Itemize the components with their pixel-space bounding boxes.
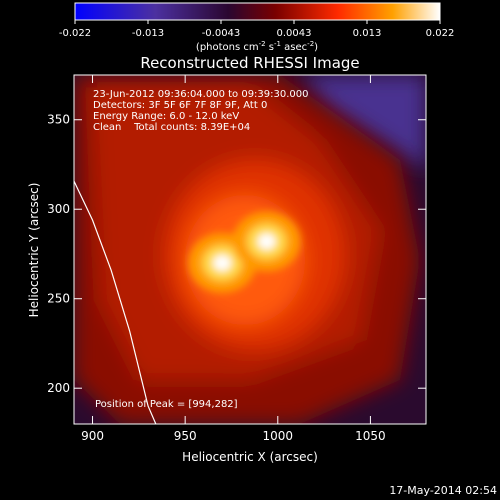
y-axis-ticks: 200 250 300 350	[47, 113, 426, 395]
y-tick-label-0: 200	[47, 381, 70, 395]
x-tick-label-1: 950	[174, 429, 197, 443]
colorbar-tick-label-3: 0.0043	[277, 28, 312, 39]
colorbar	[74, 2, 441, 21]
x-tick-label-0: 900	[81, 429, 104, 443]
y-tick-label-3: 350	[47, 113, 70, 127]
colorbar-tick-label-2: -0.0043	[202, 28, 241, 39]
y-axis-label: Heliocentric Y (arcsec)	[27, 183, 41, 318]
x-tick-label-3: 1050	[355, 429, 386, 443]
solar-limb-line	[74, 179, 157, 424]
annotation-clean-counts: Clean Total counts: 8.39E+04	[93, 122, 250, 133]
footer-timestamp: 17-May-2014 02:54	[389, 484, 497, 497]
colorbar-tick-label-1: -0.013	[132, 28, 164, 39]
image-area	[74, 75, 426, 424]
x-axis-ticks: 900 950 1000 1050	[81, 75, 386, 443]
x-axis-label: Heliocentric X (arcsec)	[182, 450, 318, 464]
y-tick-label-2: 300	[47, 202, 70, 216]
x-tick-label-2: 1000	[263, 429, 294, 443]
source-peak-1	[257, 233, 276, 250]
annotation-peak-position: Position of Peak = [994,282]	[95, 399, 238, 410]
annotation-detectors: Detectors: 3F 5F 6F 7F 8F 9F, Att 0	[93, 100, 267, 111]
colorbar-tick-label-0: -0.022	[59, 28, 91, 39]
colorbar-units-label: (photons cm-2 s-1 asec-2)	[196, 40, 318, 53]
chart-title: Reconstructed RHESSI Image	[140, 54, 359, 72]
colorbar-tick-label-4: 0.013	[353, 28, 382, 39]
annotation-time-range: 23-Jun-2012 09:36:04.000 to 09:39:30.000	[93, 89, 309, 100]
plot-frame	[73, 74, 427, 425]
annotation-energy-range: Energy Range: 6.0 - 12.0 keV	[93, 111, 239, 122]
colorbar-ticks	[74, 20, 441, 24]
source-peak-0	[213, 254, 232, 271]
y-tick-label-1: 250	[47, 292, 70, 306]
colorbar-tick-label-5: 0.022	[426, 28, 455, 39]
